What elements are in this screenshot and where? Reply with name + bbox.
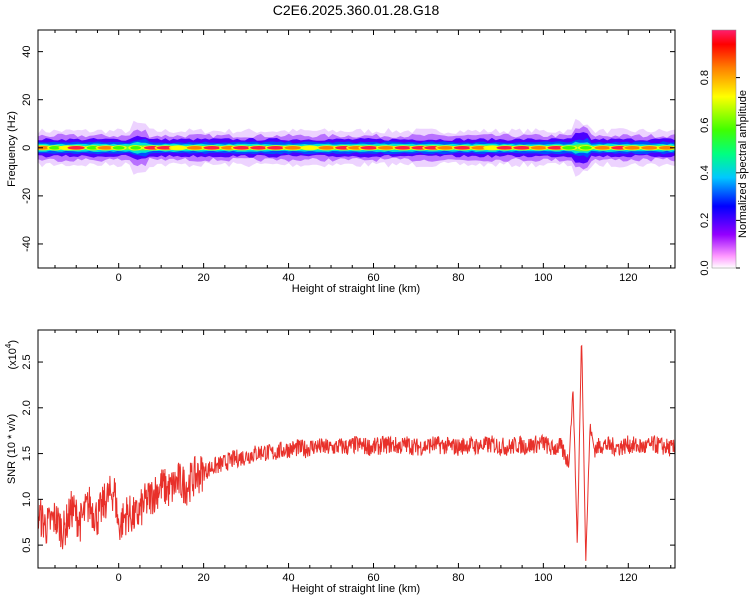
band-core-spot (624, 145, 641, 150)
x-tick-label: 60 (367, 272, 379, 284)
spectrogram-frame (37, 29, 676, 269)
colorbar-ticks: 0.0 0.2 0.4 0.6 0.8 (699, 70, 740, 276)
y-tick-label: 2.5 (21, 354, 33, 369)
snr-plot-area (38, 330, 675, 568)
snr-y-ticks: 0.5 1.0 1.5 2.0 2.5 (21, 354, 675, 553)
snr-frame (37, 329, 676, 569)
snr-y-axis-label: SNR (10 * v/v) (6, 414, 18, 484)
snr-multiplier-close: ) (7, 340, 19, 344)
band-core-spot (562, 145, 576, 150)
x-tick-label: 100 (534, 272, 552, 284)
colorbar-label: Normalized spectral amplitude (737, 90, 749, 238)
band-core-spot (186, 145, 204, 150)
band-core-spot (579, 145, 592, 150)
band-core-spot (130, 145, 142, 150)
svg-text:(x104): (x104) (4, 340, 19, 370)
spectrogram-panel: 0 20 40 60 80 100 120 -40 -20 0 20 40 Height of st… (6, 29, 676, 295)
snr-multiplier-exp: 4 (4, 343, 13, 348)
y-tick-label: -20 (21, 188, 33, 204)
band-core-spot (437, 145, 455, 150)
y-tick-label: 2.0 (21, 400, 33, 415)
x-tick-label: 120 (619, 572, 637, 584)
band-core-spot (170, 145, 186, 150)
band-core-spot (67, 145, 85, 150)
band-core-spot (496, 145, 514, 150)
colorbar-frame (711, 29, 737, 269)
spectrogram-x-ticks: 0 20 40 60 80 100 120 (54, 30, 672, 284)
band-core-spot (284, 145, 302, 150)
band-core-spot (266, 145, 285, 150)
x-tick-label: 100 (534, 572, 552, 584)
x-tick-label: 40 (282, 572, 294, 584)
colorbar-tick-label: 0.0 (699, 260, 711, 275)
band-core-spot (302, 145, 317, 150)
x-tick-label: 20 (197, 272, 209, 284)
band-core-spot (48, 145, 61, 150)
x-tick-label: 0 (116, 272, 122, 284)
y-tick-label: 40 (21, 46, 33, 58)
band-core-spot (377, 145, 395, 150)
y-tick-label: 20 (21, 94, 33, 106)
snr-panel: 0 20 40 60 80 100 120 0.5 1.0 1.5 2.0 2.5 Height o… (4, 329, 676, 595)
colorbar-tick-label: 0.6 (699, 118, 711, 133)
colorbar-gradient (712, 30, 736, 268)
colorbar-tick-label: 0.2 (699, 213, 711, 228)
band-core-spot (513, 145, 531, 150)
band-core-spot (594, 145, 612, 150)
colorbar-tick-label: 0.8 (699, 70, 711, 85)
colorbar-tick-label: 0.4 (699, 165, 711, 180)
band-core-spot (453, 145, 472, 150)
band-core-spot (547, 145, 565, 150)
band-core-spot (658, 145, 675, 150)
band-core-spot (530, 145, 548, 150)
spectrogram-y-ticks: -40 -20 0 20 40 (21, 46, 675, 252)
x-tick-label: 40 (282, 272, 294, 284)
snr-series-line (38, 344, 675, 561)
band-core-spot (641, 145, 658, 150)
band-core-spot (318, 145, 336, 150)
y-tick-label: 1.0 (21, 492, 33, 507)
band-core-spot (232, 145, 251, 150)
x-tick-label: 20 (197, 572, 209, 584)
x-tick-label: 60 (367, 572, 379, 584)
snr-multiplier: (x104) (4, 340, 19, 370)
band-core-spot (203, 145, 221, 150)
band-core-spot (394, 145, 412, 150)
x-tick-label: 0 (116, 572, 122, 584)
y-tick-label: 0.5 (21, 537, 33, 552)
snr-x-axis-label: Height of straight line (km) (292, 583, 420, 595)
band-core-spot (360, 145, 379, 150)
snr-multiplier-base: (x10 (7, 348, 19, 369)
spectrogram-x-axis-label: Height of straight line (km) (292, 283, 420, 295)
spectrogram-y-axis-label: Frequency (Hz) (6, 111, 18, 187)
spectral-band (38, 118, 675, 177)
y-tick-label: 0 (21, 145, 33, 151)
band-core-spot (250, 145, 268, 150)
x-tick-label: 80 (452, 272, 464, 284)
x-tick-label: 120 (619, 272, 637, 284)
band-core-spot (112, 145, 125, 150)
colorbar: 0.0 0.2 0.4 0.6 0.8 Normalized spectral ampl… (699, 29, 749, 276)
y-tick-label: -40 (21, 236, 33, 252)
y-tick-label: 1.5 (21, 446, 33, 461)
band-core-spot (97, 145, 115, 150)
chart-title: C2E6.2025.360.01.28.G18 (273, 2, 440, 18)
x-tick-label: 80 (452, 572, 464, 584)
snr-x-ticks: 0 20 40 60 80 100 120 (54, 330, 672, 584)
